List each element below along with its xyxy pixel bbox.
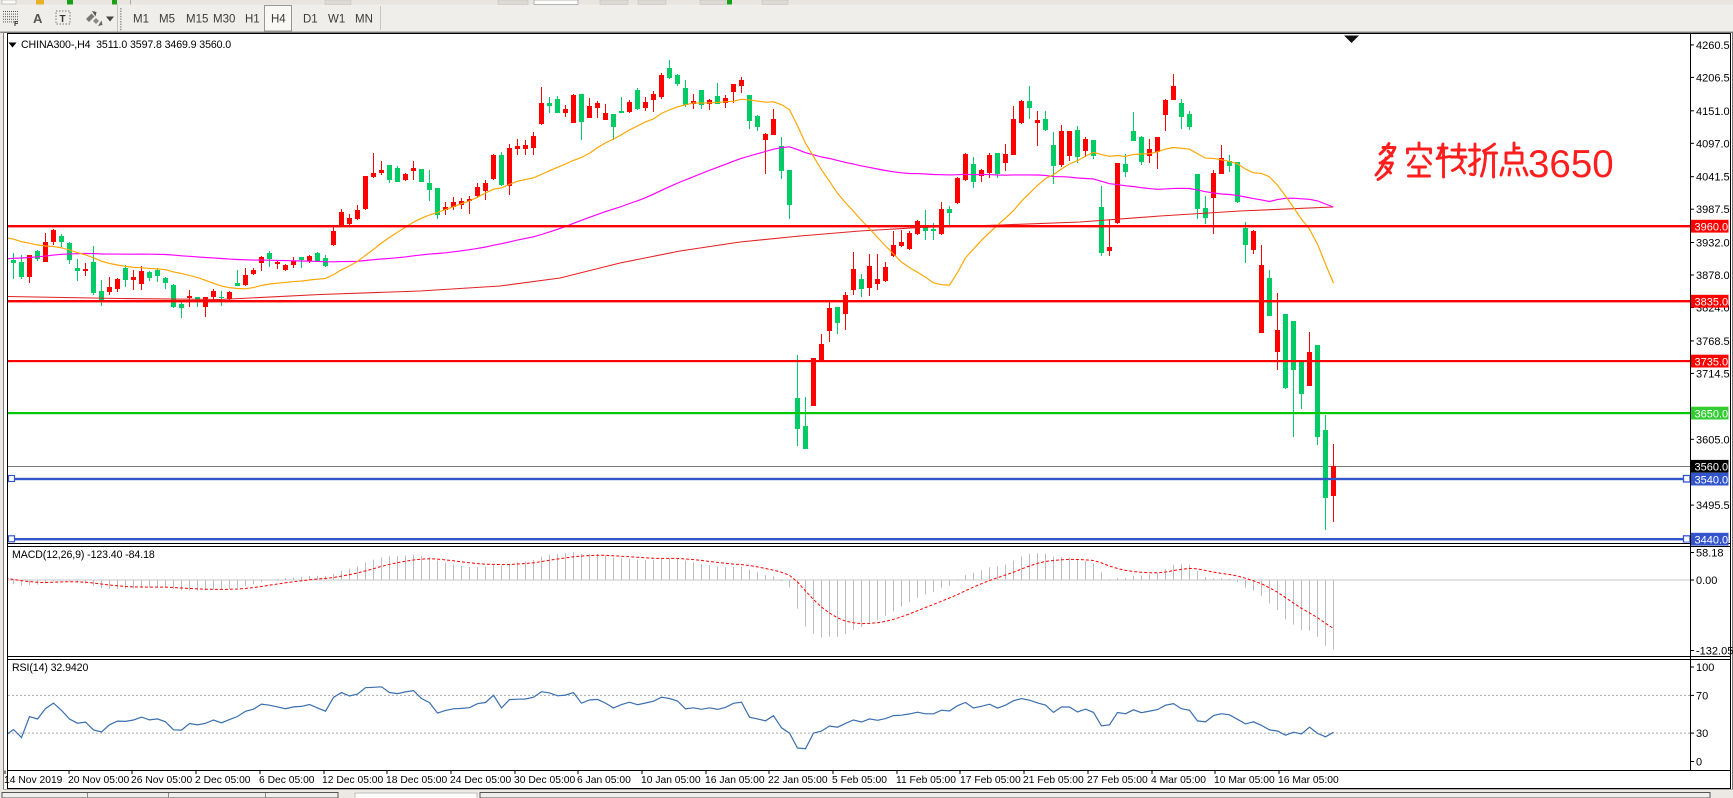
svg-text:T: T: [60, 14, 66, 25]
svg-text:27 Feb 05:00: 27 Feb 05:00: [1087, 775, 1148, 786]
svg-text:0.00: 0.00: [1696, 575, 1717, 587]
svg-text:30 Dec 05:00: 30 Dec 05:00: [514, 775, 576, 786]
svg-text:4151.0: 4151.0: [1696, 106, 1730, 118]
svg-text:21 Feb 05:00: 21 Feb 05:00: [1023, 775, 1084, 786]
svg-text:MN: MN: [355, 14, 373, 26]
svg-text:3768.5: 3768.5: [1696, 336, 1730, 348]
svg-text:3714.5: 3714.5: [1696, 368, 1730, 380]
svg-text:6 Dec 05:00: 6 Dec 05:00: [259, 775, 315, 786]
svg-text:M1: M1: [133, 14, 149, 26]
svg-text:M15: M15: [186, 14, 208, 26]
svg-text:D1: D1: [303, 14, 318, 26]
svg-text:16 Mar 05:00: 16 Mar 05:00: [1278, 775, 1339, 786]
svg-text:M30: M30: [213, 14, 235, 26]
svg-text:16 Jan 05:00: 16 Jan 05:00: [705, 775, 765, 786]
svg-text:22 Jan 05:00: 22 Jan 05:00: [768, 775, 828, 786]
svg-text:H4: H4: [271, 14, 286, 26]
svg-text:CHINA300-,H4 3511.0 3597.8 34: CHINA300-,H4 3511.0 3597.8 3469.9 3560.0: [21, 39, 231, 51]
svg-text:3560.0: 3560.0: [1695, 462, 1729, 474]
svg-text:-132.05: -132.05: [1696, 646, 1733, 658]
svg-text:A: A: [33, 11, 43, 26]
svg-text:3650.0: 3650.0: [1695, 408, 1729, 420]
svg-text:2 Dec 05:00: 2 Dec 05:00: [195, 775, 251, 786]
svg-text:70: 70: [1696, 690, 1708, 702]
svg-text:0: 0: [1696, 757, 1702, 769]
svg-text:26 Nov 05:00: 26 Nov 05:00: [131, 775, 193, 786]
svg-text:M5: M5: [159, 14, 175, 26]
svg-text:11 Feb 05:00: 11 Feb 05:00: [896, 775, 956, 786]
svg-text:MACD(12,26,9) -123.40 -84.18: MACD(12,26,9) -123.40 -84.18: [12, 549, 155, 561]
svg-text:3735.0: 3735.0: [1695, 356, 1729, 368]
svg-text:3495.5: 3495.5: [1696, 500, 1730, 512]
svg-text:5 Feb 05:00: 5 Feb 05:00: [832, 775, 887, 786]
svg-text:H1: H1: [245, 14, 260, 26]
svg-text:3540.0: 3540.0: [1695, 474, 1729, 486]
svg-text:4097.0: 4097.0: [1696, 138, 1730, 150]
svg-text:4 Mar 05:00: 4 Mar 05:00: [1151, 775, 1206, 786]
svg-text:10 Mar 05:00: 10 Mar 05:00: [1214, 775, 1275, 786]
svg-text:4260.5: 4260.5: [1696, 40, 1730, 52]
svg-text:3987.5: 3987.5: [1696, 204, 1730, 216]
svg-text:24 Dec 05:00: 24 Dec 05:00: [450, 775, 512, 786]
svg-text:3878.0: 3878.0: [1696, 270, 1730, 282]
svg-text:17 Feb 05:00: 17 Feb 05:00: [960, 775, 1021, 786]
svg-text:3605.0: 3605.0: [1696, 434, 1730, 446]
svg-text:3440.0: 3440.0: [1695, 534, 1729, 546]
svg-text:3650: 3650: [1528, 143, 1614, 186]
svg-text:F: F: [14, 21, 19, 28]
svg-text:RSI(14) 32.9420: RSI(14) 32.9420: [12, 662, 88, 674]
svg-text:30: 30: [1696, 728, 1708, 740]
svg-text:4041.5: 4041.5: [1696, 172, 1730, 184]
svg-text:4206.5: 4206.5: [1696, 72, 1730, 84]
svg-text:20 Nov 05:00: 20 Nov 05:00: [68, 775, 130, 786]
svg-text:W1: W1: [328, 14, 345, 26]
svg-text:10 Jan 05:00: 10 Jan 05:00: [641, 775, 701, 786]
svg-text:14 Nov 2019: 14 Nov 2019: [4, 775, 63, 786]
svg-text:100: 100: [1696, 662, 1714, 674]
svg-text:12 Dec 05:00: 12 Dec 05:00: [322, 775, 384, 786]
svg-text:3932.0: 3932.0: [1696, 238, 1730, 250]
svg-text:3960.0: 3960.0: [1695, 221, 1729, 233]
svg-text:3835.0: 3835.0: [1695, 296, 1729, 308]
svg-text:6 Jan 05:00: 6 Jan 05:00: [577, 775, 631, 786]
svg-text:18 Dec 05:00: 18 Dec 05:00: [386, 775, 448, 786]
svg-text:58.18: 58.18: [1696, 548, 1724, 560]
